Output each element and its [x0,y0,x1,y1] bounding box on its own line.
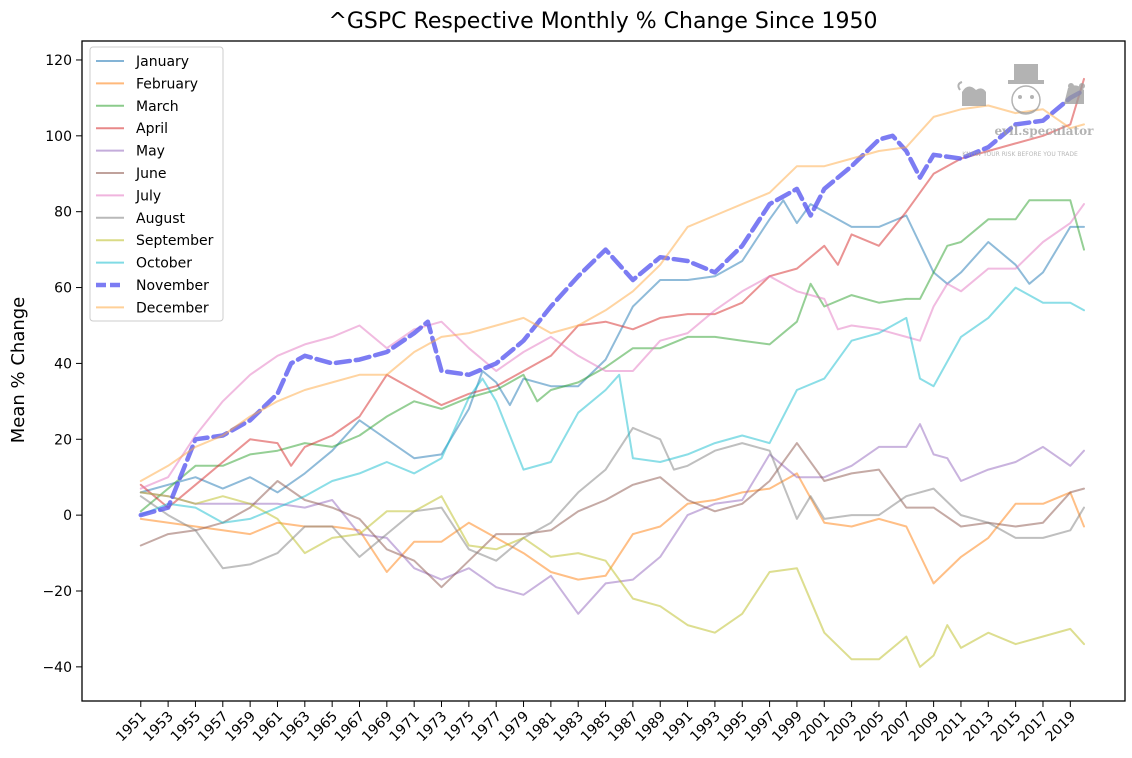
legend-item-november: November [96,278,209,294]
x-tick-label: 1991 [660,709,697,746]
x-tick-label: 1977 [469,709,506,746]
x-tick-label: 1989 [633,709,670,746]
x-tick-label: 1969 [359,709,396,746]
legend-item-january: January [96,54,189,70]
watermark-name: evil.speculator [995,124,1095,138]
legend-item-february: February [96,76,198,92]
x-tick-label: 2001 [797,709,834,746]
legend-item-september: September [96,233,214,249]
series-line-september [139,491,1085,668]
plot-frame [81,40,1126,702]
legend-label: February [136,76,198,92]
x-tick-label: 2019 [1043,709,1080,746]
legend-label: August [136,211,186,227]
x-tick-label: 1997 [742,709,779,746]
series-line-march [139,199,1085,513]
legend-item-june: June [96,166,167,182]
series-line-december [139,104,1085,482]
legend-item-may: May [96,144,165,160]
x-tick-label: 2013 [961,709,998,746]
x-tick-label: 1971 [386,709,423,746]
y-tick-label: 40 [54,356,72,372]
x-tick-label: 1957 [195,709,232,746]
x-tick-label: 1975 [441,709,478,746]
legend-item-april: April [96,121,168,137]
y-axis-label: Mean % Change [8,297,29,444]
x-tick-label: 1953 [140,709,177,746]
series-line-april [139,77,1085,509]
x-tick-label: 1999 [769,709,806,746]
legend-label: March [136,99,179,115]
x-tick-label: 1993 [687,709,724,746]
legend-label: December [136,300,209,316]
series-line-november [138,88,1087,518]
x-tick-label: 1951 [113,709,150,746]
watermark: evil.speculator KNOW YOUR RISK BEFORE YO… [957,64,1095,158]
legend-label: April [136,121,168,137]
series-line-january [139,199,1085,494]
series-line-october [139,286,1085,524]
watermark-tagline: KNOW YOUR RISK BEFORE YOU TRADE [962,151,1078,158]
legend-label: July [135,188,161,204]
legend-item-august: August [96,211,186,227]
y-tick-label: 0 [63,508,72,524]
x-tick-label: 2003 [824,709,861,746]
x-tick-label: 1983 [551,709,588,746]
x-tick-label: 2017 [1015,709,1052,746]
y-tick-label: 100 [45,129,72,145]
x-tick-label: 2005 [851,709,888,746]
x-tick-label: 2009 [906,709,943,746]
legend-box [89,46,224,322]
x-tick-label: 1973 [414,709,451,746]
x-tick-label: 2015 [988,709,1025,746]
x-tick-label: 1995 [715,709,752,746]
y-tick-label: 120 [45,53,72,69]
series-line-june [139,442,1085,589]
legend-item-march: March [96,99,179,115]
x-tick-label: 1979 [496,709,533,746]
x-tick-label: 1985 [578,709,615,746]
y-tick-label: 20 [54,432,72,448]
legend-label: November [136,278,209,294]
x-tick-label: 1981 [523,709,560,746]
legend-label: January [135,54,189,70]
series-line-july [139,203,1085,490]
y-tick-label: −40 [42,660,72,676]
x-tick-label: 1987 [605,709,642,746]
y-tick-label: 60 [54,281,72,297]
legend-label: October [136,256,192,272]
x-tick-label: 2007 [879,709,916,746]
legend-label: June [135,166,167,182]
x-tick-label: 2011 [933,709,970,746]
x-tick-label: 1963 [277,709,314,746]
series-line-may [139,423,1085,615]
legend-item-july: July [96,188,161,204]
legend-label: May [136,144,165,160]
legend: January February March April May June July Augu… [89,46,224,322]
watermark-logo-icon [957,64,1085,115]
legend-label: September [136,233,214,249]
x-tick-label: 1967 [332,709,369,746]
series-line-august [139,426,1085,570]
x-tick-label: 1965 [304,709,341,746]
x-tick-label: 1961 [250,709,287,746]
x-tick-label: 1959 [222,709,259,746]
y-tick-label: −20 [42,584,72,600]
chart-title: ^GSPC Respective Monthly % Change Since … [328,9,877,34]
y-tick-label: 80 [54,205,72,221]
legend-item-december: December [96,300,209,316]
series-layer [138,77,1087,668]
legend-item-october: October [96,256,192,272]
x-tick-label: 1955 [168,709,205,746]
